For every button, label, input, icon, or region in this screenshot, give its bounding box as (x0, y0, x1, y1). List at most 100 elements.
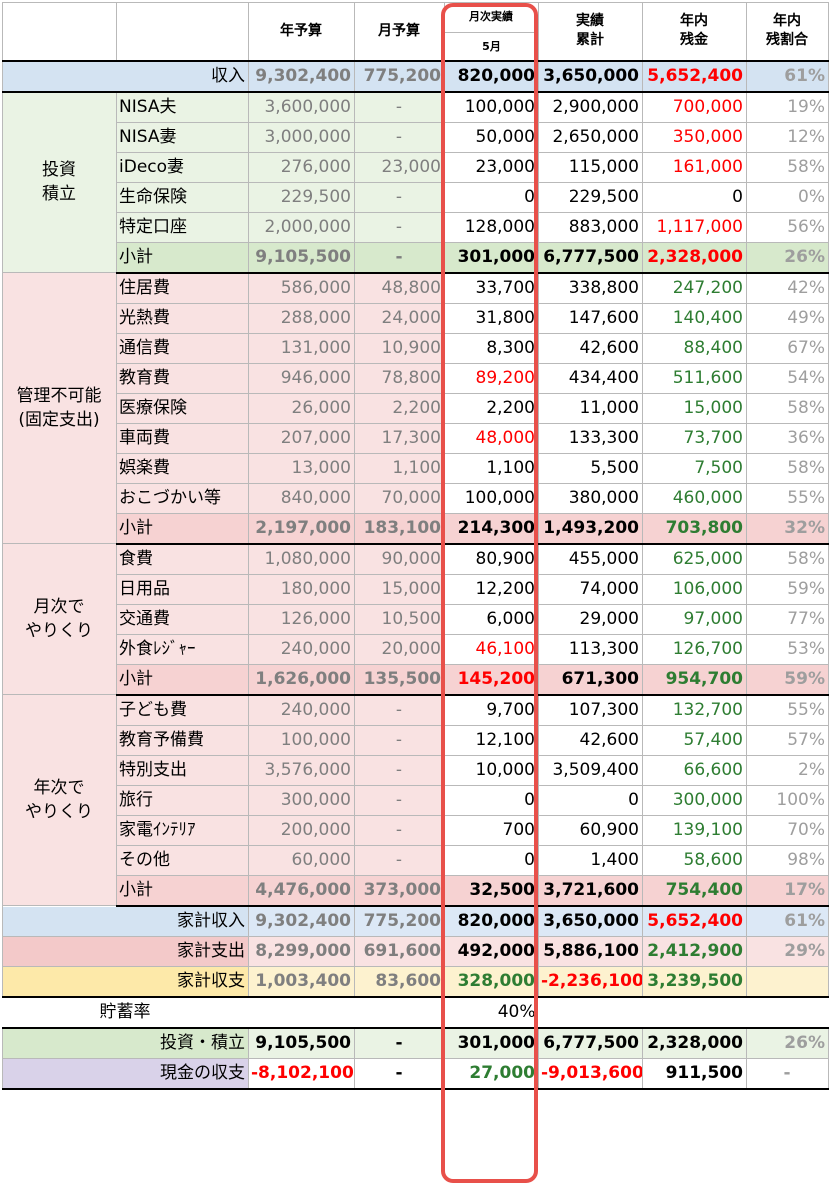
household-income-remaining[interactable]: 5,652,400 (642, 905, 747, 937)
annual-managed-item-annual[interactable]: 60,000 (248, 844, 355, 876)
household-balance-label[interactable]: 家計収支 (2, 965, 249, 998)
household-expense-label[interactable]: 家計支出 (2, 935, 249, 967)
investment-total-cumulative[interactable]: 6,777,500 (538, 1027, 643, 1059)
monthly-managed-item-annual[interactable]: 240,000 (248, 633, 355, 665)
fixed-expense-item-cumulative[interactable]: 11,000 (538, 392, 643, 424)
header-ratio[interactable]: 年内 残割合 (746, 2, 829, 62)
investment-group-label[interactable]: 投資 積立 (2, 91, 117, 273)
cash-balance-remaining[interactable]: 911,500 (642, 1057, 747, 1090)
fixed-expense-item-monthly-budget[interactable]: 10,900 (354, 332, 445, 364)
fixed-expense-item-label[interactable]: 住居費 (116, 272, 249, 304)
fixed-expense-subtotal-monthly-actual[interactable]: 214,300 (444, 512, 539, 545)
investment-subtotal-ratio[interactable]: 26% (746, 241, 829, 274)
fixed-expense-item-label[interactable]: 通信費 (116, 332, 249, 364)
household-income-monthly-budget[interactable]: 775,200 (354, 905, 445, 937)
annual-managed-subtotal-monthly-actual[interactable]: 32,500 (444, 874, 539, 907)
monthly-managed-item-label[interactable]: 食費 (116, 543, 249, 575)
savings-rate-blank-annual[interactable] (248, 996, 355, 1029)
fixed-expense-item-ratio[interactable]: 36% (746, 422, 829, 454)
annual-managed-item-remaining[interactable]: 58,600 (642, 844, 747, 876)
monthly-managed-item-monthly-actual[interactable]: 6,000 (444, 603, 539, 635)
annual-managed-subtotal-label[interactable]: 小計 (116, 874, 249, 907)
fixed-expense-item-annual[interactable]: 26,000 (248, 392, 355, 424)
investment-item-ratio[interactable]: 12% (746, 121, 829, 153)
fixed-expense-item-ratio[interactable]: 42% (746, 272, 829, 304)
annual-managed-item-remaining[interactable]: 300,000 (642, 784, 747, 816)
household-expense-ratio[interactable]: 29% (746, 935, 829, 967)
household-expense-monthly-budget[interactable]: 691,600 (354, 935, 445, 967)
investment-total-remaining[interactable]: 2,328,000 (642, 1027, 747, 1059)
monthly-managed-subtotal-remaining[interactable]: 954,700 (642, 663, 747, 696)
cash-balance-monthly-actual[interactable]: 27,000 (444, 1057, 539, 1090)
annual-managed-item-monthly-actual[interactable]: 0 (444, 784, 539, 816)
savings-rate-blank[interactable] (538, 996, 643, 1029)
investment-item-monthly-budget[interactable]: - (354, 121, 445, 153)
monthly-managed-group-label[interactable]: 月次で やりくり (2, 543, 117, 695)
monthly-managed-item-monthly-actual[interactable]: 80,900 (444, 543, 539, 575)
investment-total-monthly-actual[interactable]: 301,000 (444, 1027, 539, 1059)
header-monthly-budget[interactable]: 月予算 (354, 2, 445, 62)
fixed-expense-item-cumulative[interactable]: 434,400 (538, 362, 643, 394)
investment-item-cumulative[interactable]: 2,900,000 (538, 91, 643, 123)
header-annual-budget[interactable]: 年予算 (248, 2, 355, 62)
fixed-expense-item-monthly-budget[interactable]: 24,000 (354, 302, 445, 334)
monthly-managed-item-ratio[interactable]: 59% (746, 573, 829, 605)
fixed-expense-item-monthly-actual[interactable]: 33,700 (444, 272, 539, 304)
annual-managed-subtotal-remaining[interactable]: 754,400 (642, 874, 747, 907)
fixed-expense-item-monthly-budget[interactable]: 17,300 (354, 422, 445, 454)
annual-managed-item-monthly-actual[interactable]: 9,700 (444, 694, 539, 726)
investment-item-remaining[interactable]: 1,117,000 (642, 211, 747, 243)
savings-rate-blank-monthly-budget[interactable] (354, 996, 445, 1029)
fixed-expense-subtotal-label[interactable]: 小計 (116, 512, 249, 545)
fixed-expense-item-monthly-budget[interactable]: 1,100 (354, 452, 445, 484)
fixed-expense-item-monthly-budget[interactable]: 2,200 (354, 392, 445, 424)
income-cumulative[interactable]: 3,650,000 (538, 60, 643, 93)
fixed-expense-item-ratio[interactable]: 49% (746, 302, 829, 334)
investment-item-ratio[interactable]: 19% (746, 91, 829, 123)
monthly-managed-item-monthly-actual[interactable]: 12,200 (444, 573, 539, 605)
fixed-expense-group-label[interactable]: 管理不可能 (固定支出) (2, 272, 117, 544)
monthly-managed-item-cumulative[interactable]: 74,000 (538, 573, 643, 605)
fixed-expense-item-annual[interactable]: 131,000 (248, 332, 355, 364)
annual-managed-subtotal-annual[interactable]: 4,476,000 (248, 874, 355, 907)
fixed-expense-item-monthly-actual[interactable]: 89,200 (444, 362, 539, 394)
monthly-managed-item-remaining[interactable]: 625,000 (642, 543, 747, 575)
fixed-expense-subtotal-ratio[interactable]: 32% (746, 512, 829, 545)
annual-managed-item-cumulative[interactable]: 60,900 (538, 814, 643, 846)
monthly-managed-item-ratio[interactable]: 58% (746, 543, 829, 575)
monthly-managed-item-cumulative[interactable]: 113,300 (538, 633, 643, 665)
household-income-label[interactable]: 家計収入 (2, 905, 249, 937)
fixed-expense-item-remaining[interactable]: 460,000 (642, 482, 747, 514)
household-income-annual[interactable]: 9,302,400 (248, 905, 355, 937)
annual-managed-item-remaining[interactable]: 57,400 (642, 724, 747, 756)
annual-managed-item-label[interactable]: 特別支出 (116, 754, 249, 786)
monthly-managed-item-annual[interactable]: 126,000 (248, 603, 355, 635)
investment-item-cumulative[interactable]: 2,650,000 (538, 121, 643, 153)
annual-managed-item-ratio[interactable]: 98% (746, 844, 829, 876)
monthly-managed-item-ratio[interactable]: 77% (746, 603, 829, 635)
fixed-expense-subtotal-annual[interactable]: 2,197,000 (248, 512, 355, 545)
household-balance-monthly-budget[interactable]: 83,600 (354, 965, 445, 998)
annual-managed-item-ratio[interactable]: 57% (746, 724, 829, 756)
cash-balance-ratio[interactable]: - (746, 1057, 829, 1090)
header-cumulative[interactable]: 実績 累計 (538, 2, 643, 62)
fixed-expense-item-label[interactable]: 娯楽費 (116, 452, 249, 484)
annual-managed-item-monthly-actual[interactable]: 10,000 (444, 754, 539, 786)
annual-managed-item-annual[interactable]: 100,000 (248, 724, 355, 756)
fixed-expense-item-label[interactable]: 車両費 (116, 422, 249, 454)
fixed-expense-item-annual[interactable]: 840,000 (248, 482, 355, 514)
investment-subtotal-annual[interactable]: 9,105,500 (248, 241, 355, 274)
monthly-managed-item-annual[interactable]: 180,000 (248, 573, 355, 605)
investment-item-annual[interactable]: 3,000,000 (248, 121, 355, 153)
annual-managed-item-monthly-budget[interactable]: - (354, 814, 445, 846)
monthly-managed-subtotal-monthly-budget[interactable]: 135,500 (354, 663, 445, 696)
investment-item-cumulative[interactable]: 883,000 (538, 211, 643, 243)
fixed-expense-item-cumulative[interactable]: 42,600 (538, 332, 643, 364)
income-ratio[interactable]: 61% (746, 60, 829, 93)
fixed-expense-item-monthly-actual[interactable]: 100,000 (444, 482, 539, 514)
investment-item-label[interactable]: 生命保険 (116, 181, 249, 213)
fixed-expense-item-monthly-actual[interactable]: 8,300 (444, 332, 539, 364)
monthly-managed-item-label[interactable]: 日用品 (116, 573, 249, 605)
annual-managed-item-remaining[interactable]: 132,700 (642, 694, 747, 726)
investment-total-label[interactable]: 投資・積立 (2, 1027, 249, 1059)
